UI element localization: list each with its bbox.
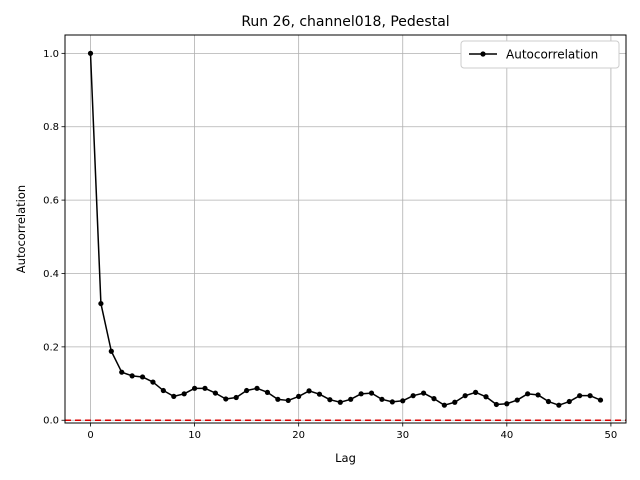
data-point: [98, 300, 104, 307]
data-point: [420, 390, 427, 396]
x-tick-label: 20: [292, 430, 305, 441]
data-point: [597, 397, 604, 403]
data-point: [129, 373, 135, 379]
data-point: [316, 391, 323, 397]
x-tick-label: 0: [87, 430, 93, 441]
y-tick-label: 1.0: [43, 49, 59, 60]
data-point: [87, 50, 94, 56]
data-point: [223, 396, 229, 402]
data-point: [587, 393, 593, 399]
data-point: [150, 379, 156, 385]
x-tick-label: 10: [188, 430, 201, 441]
data-point: [535, 392, 541, 398]
data-point: [410, 393, 416, 399]
data-point: [577, 393, 583, 399]
data-point: [296, 393, 302, 399]
data-point: [254, 385, 260, 391]
data-point: [462, 393, 468, 399]
legend-box: [460, 40, 620, 69]
data-point: [358, 391, 364, 397]
data-point: [285, 397, 291, 404]
y-tick-label: 0.8: [43, 122, 59, 133]
data-point: [202, 385, 208, 391]
series-layer: [87, 50, 604, 408]
y-tick-label: 0.4: [43, 269, 59, 280]
data-point: [473, 389, 479, 395]
axis-ticks: 0 10 20 30 40 50 0.0 0.2 0.4 0.6 0.8 1.0: [43, 49, 617, 441]
y-axis-label: Autocorrelation: [14, 185, 28, 273]
data-point: [119, 369, 125, 375]
data-point: [244, 387, 250, 394]
data-point: [233, 394, 239, 401]
data-point: [431, 396, 437, 402]
plot-area: [65, 35, 626, 423]
data-point: [171, 393, 177, 399]
data-point: [348, 396, 354, 402]
data-point: [545, 398, 552, 405]
x-tick-label: 40: [500, 430, 513, 441]
data-point: [400, 398, 406, 404]
data-point: [139, 374, 146, 380]
x-tick-label: 50: [605, 430, 618, 441]
data-point: [514, 397, 520, 403]
legend: Autocorrelation: [460, 40, 620, 69]
data-point: [389, 399, 395, 405]
data-point: [452, 399, 458, 405]
legend-label: Autocorrelation: [506, 48, 598, 62]
data-point: [556, 402, 562, 408]
data-point: [337, 399, 343, 405]
x-tick-label: 30: [396, 430, 409, 441]
data-point: [441, 402, 447, 408]
x-axis-label: Lag: [335, 451, 356, 465]
data-point: [483, 394, 489, 400]
data-point: [327, 397, 333, 403]
data-point: [181, 391, 187, 397]
chart-title: Run 26, channel018, Pedestal: [241, 14, 449, 30]
data-point: [306, 388, 312, 394]
plot-frame: [64, 34, 627, 424]
data-point: [275, 396, 281, 402]
data-point: [160, 387, 166, 394]
legend-marker-swatch: [480, 51, 486, 57]
data-point: [191, 385, 198, 391]
data-point: [379, 396, 385, 402]
data-point: [525, 391, 531, 397]
y-tick-label: 0.0: [43, 416, 59, 427]
data-point: [504, 401, 510, 407]
data-point: [108, 348, 114, 354]
y-tick-label: 0.2: [43, 342, 59, 353]
data-point: [368, 390, 375, 396]
data-point: [212, 390, 218, 396]
grid-lines: [65, 35, 626, 423]
data-point: [493, 401, 500, 408]
y-tick-label: 0.6: [43, 196, 59, 207]
data-point: [566, 398, 572, 405]
data-point: [264, 389, 271, 395]
